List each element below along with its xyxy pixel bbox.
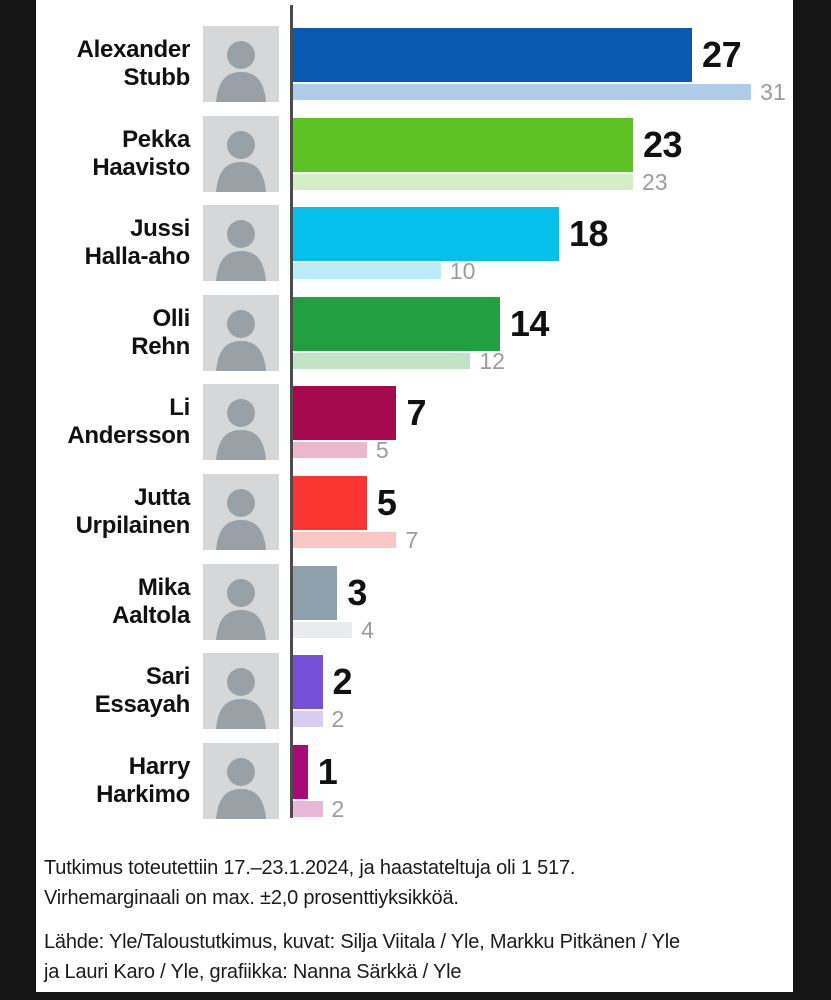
footer-source-note: Lähde: Yle/Taloustutkimus, kuvat: Silja … xyxy=(44,927,789,987)
person-silhouette-icon xyxy=(216,309,266,371)
value-label-previous: 10 xyxy=(449,258,476,285)
candidate-photo xyxy=(203,742,279,819)
candidate-row: Jutta Urpilainen 5 7 xyxy=(36,474,793,553)
footer-study-note: Tutkimus toteutettiin 17.–23.1.2024, ja … xyxy=(44,853,789,913)
bar-current xyxy=(293,655,323,710)
value-label-previous: 12 xyxy=(479,347,505,374)
candidate-name: Jussi Halla-aho xyxy=(84,215,191,271)
bar-current xyxy=(293,296,500,351)
bar-current xyxy=(293,117,633,172)
candidate-photo xyxy=(203,26,279,102)
value-label-previous: 2 xyxy=(331,706,345,733)
candidate-row: Sari Essayah 2 2 xyxy=(36,653,793,732)
value-label-current: 1 xyxy=(317,750,338,792)
candidate-name: Li Andersson xyxy=(67,394,190,450)
value-label-previous: 5 xyxy=(375,437,389,464)
candidate-row: Li Andersson 7 5 xyxy=(36,384,793,463)
bar-current xyxy=(293,476,367,530)
candidate-photo xyxy=(203,294,279,371)
bar-current xyxy=(293,744,308,799)
person-silhouette-icon xyxy=(216,757,266,819)
value-label-current: 18 xyxy=(569,213,609,255)
person-silhouette-icon xyxy=(216,130,266,192)
bar-previous xyxy=(293,263,441,280)
bar-previous xyxy=(293,532,397,548)
value-label-current: 7 xyxy=(406,392,426,434)
candidate-photo xyxy=(203,205,279,282)
value-label-current: 3 xyxy=(347,571,367,613)
candidate-row: Alexander Stubb 27 31 xyxy=(36,26,793,105)
bar-previous xyxy=(293,442,367,459)
value-label-current: 14 xyxy=(509,302,550,344)
person-silhouette-icon xyxy=(216,668,266,730)
bar-current xyxy=(293,28,693,82)
value-label-previous: 23 xyxy=(641,168,668,195)
bar-previous xyxy=(293,352,471,369)
source-line-1: Lähde: Yle/Taloustutkimus, kuvat: Silja … xyxy=(44,931,680,953)
candidate-name: Pekka Haavisto xyxy=(92,125,190,181)
candidate-row: Jussi Halla-aho 18 10 xyxy=(36,205,793,284)
person-silhouette-icon xyxy=(216,220,266,282)
value-label-previous: 2 xyxy=(331,795,345,822)
candidate-photo xyxy=(203,384,279,461)
bar-previous xyxy=(293,173,633,190)
bar-previous xyxy=(293,800,323,817)
candidate-name: Harry Harkimo xyxy=(96,752,190,808)
candidate-photo xyxy=(203,474,279,550)
candidate-photo xyxy=(203,115,279,192)
person-silhouette-icon xyxy=(216,489,266,550)
candidate-row: Harry Harkimo 1 2 xyxy=(36,742,793,822)
candidate-name: Sari Essayah xyxy=(94,663,191,719)
candidate-name: Olli Rehn xyxy=(131,304,190,360)
value-label-previous: 4 xyxy=(361,616,374,643)
bar-previous xyxy=(293,84,752,100)
value-label-previous: 31 xyxy=(760,79,786,105)
bar-previous xyxy=(293,621,353,638)
bar-previous xyxy=(293,711,323,728)
candidate-row: Olli Rehn 14 12 xyxy=(36,294,793,374)
value-label-current: 2 xyxy=(332,661,353,703)
value-label-previous: 7 xyxy=(405,527,419,553)
candidate-row: Mika Aaltola 3 4 xyxy=(36,563,793,643)
person-silhouette-icon xyxy=(216,399,266,461)
study-line-2: Virhemarginaali on max. ±2,0 prosenttiyk… xyxy=(44,887,459,909)
value-label-current: 27 xyxy=(702,34,742,75)
bar-current xyxy=(293,565,338,620)
candidate-name: Alexander Stubb xyxy=(76,36,191,91)
infographic-card: Alexander Stubb 27 31 Pekka Haavisto 23 23 Jussi… xyxy=(36,0,793,992)
study-line-1: Tutkimus toteutettiin 17.–23.1.2024, ja … xyxy=(44,857,576,879)
bar-current xyxy=(293,386,397,441)
bar-current xyxy=(293,207,560,262)
candidate-photo xyxy=(203,653,279,730)
source-line-2: ja Lauri Karo / Yle, grafiikka: Nanna Sä… xyxy=(44,961,462,983)
candidate-photo xyxy=(203,563,279,640)
value-label-current: 5 xyxy=(376,482,397,523)
candidate-name: Jutta Urpilainen xyxy=(75,484,191,539)
candidate-name: Mika Aaltola xyxy=(112,573,190,629)
candidate-row: Pekka Haavisto 23 23 xyxy=(36,115,793,195)
value-label-current: 23 xyxy=(642,123,683,165)
person-silhouette-icon xyxy=(216,578,266,640)
person-silhouette-icon xyxy=(216,41,266,102)
chart-axis xyxy=(290,5,293,818)
